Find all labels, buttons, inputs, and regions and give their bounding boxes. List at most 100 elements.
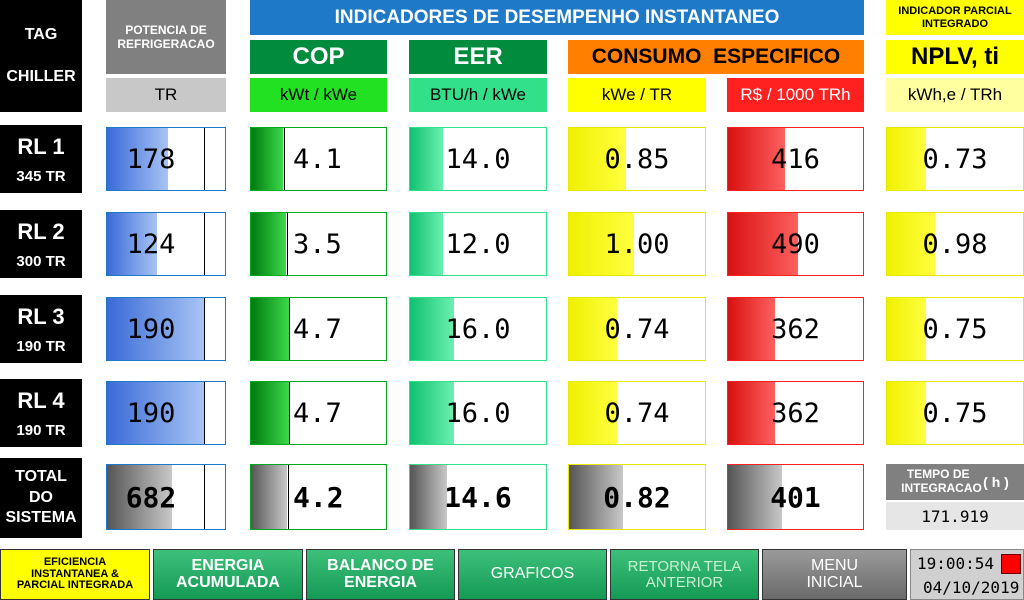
nplv-cell: 0.75 <box>886 297 1024 361</box>
nav-graficos-button[interactable]: GRAFICOS <box>458 549 607 600</box>
cop-fill-bar <box>251 382 289 444</box>
kw-cell: 0.85 <box>568 127 706 191</box>
rs-cell: 362 <box>727 297 864 361</box>
status-indicator <box>1001 554 1021 574</box>
kw-fill-bar <box>569 213 635 275</box>
total-tr-value: 682 <box>125 480 177 514</box>
chiller-name: RL 3 <box>17 303 65 329</box>
clock-time: 19:00:54 <box>917 554 995 573</box>
tempo-value: 171.919 <box>886 502 1024 530</box>
eer-header: EER <box>409 40 547 74</box>
kw-value: 0.85 <box>604 143 670 175</box>
total-eer-fill <box>410 465 447 529</box>
nplv-header: NPLV, ti <box>886 40 1024 74</box>
kw-value: 0.74 <box>604 397 670 429</box>
tr-cell: 124 <box>106 212 226 276</box>
cop-value: 4.1 <box>293 143 342 175</box>
kw-fill-bar <box>569 382 617 444</box>
indicadores-header: INDICADORES DE DESEMPENHO INSTANTANEO <box>250 0 864 35</box>
tr-marker-line <box>204 382 205 444</box>
chiller-name: RL 1 <box>17 133 65 159</box>
total-rs-cell: 401 <box>727 464 864 530</box>
nav-balanco-button[interactable]: BALANCO DE ENERGIA <box>306 549 455 600</box>
total-cop-fill <box>251 465 288 529</box>
nplv-cell: 0.73 <box>886 127 1024 191</box>
rs-cell: 362 <box>727 381 864 445</box>
nav-energia-button[interactable]: ENERGIA ACUMULADA <box>153 549 303 600</box>
clock-panel: 19:00:54 04/10/2019 <box>910 549 1024 600</box>
total-cop-marker <box>288 465 289 529</box>
unit-nplv: kWh,e / TRh <box>886 78 1024 112</box>
eer-cell: 12.0 <box>409 212 547 276</box>
kw-cell: 1.00 <box>568 212 706 276</box>
cop-marker-line <box>289 298 290 360</box>
total-cop-value: 4.2 <box>293 480 344 514</box>
cop-header: COP <box>250 40 387 74</box>
chiller-capacity: 190 TR <box>16 421 66 439</box>
total-cop-cell: 4.2 <box>250 464 387 530</box>
chiller-name: RL 4 <box>17 387 65 413</box>
eer-value: 14.0 <box>445 143 511 175</box>
tempo-label: TEMPO DE INTEGRACAO ( h ) <box>886 464 1024 500</box>
tr-value: 190 <box>126 313 176 345</box>
nav-retorna-button[interactable]: RETORNA TELA ANTERIOR <box>610 549 759 600</box>
tr-marker-line <box>204 213 205 275</box>
tr-marker-line <box>204 298 205 360</box>
total-kw-value: 0.82 <box>603 480 671 514</box>
tempo-unit: ( h ) <box>983 473 1009 490</box>
nplv-cell: 0.75 <box>886 381 1024 445</box>
nav-eficiencia-button[interactable]: EFICIENCIA INSTANTANEA & PARCIAL INTEGRA… <box>0 549 150 600</box>
unit-cop: kWt / kWe <box>250 78 387 112</box>
total-kw-fill <box>569 465 624 529</box>
total-eer-value: 14.6 <box>444 480 512 514</box>
cop-value: 4.7 <box>293 313 342 345</box>
nplv-cell: 0.98 <box>886 212 1024 276</box>
tr-cell: 178 <box>106 127 226 191</box>
eer-cell: 16.0 <box>409 297 547 361</box>
total-tr-cell: 682 <box>106 464 226 530</box>
rs-fill-bar <box>728 213 799 275</box>
chiller-name: RL 2 <box>17 218 65 244</box>
tr-value: 190 <box>126 397 176 429</box>
tr-value: 178 <box>126 143 176 175</box>
cop-fill-bar <box>251 298 289 360</box>
cop-marker-line <box>287 213 288 275</box>
nav-menu-button[interactable]: MENU INICIAL <box>762 549 907 600</box>
cop-value: 3.5 <box>293 228 342 260</box>
chiller-capacity: 345 TR <box>16 167 66 185</box>
total-eer-cell: 14.6 <box>409 464 547 530</box>
tr-cell: 190 <box>106 297 226 361</box>
clock-date: 04/10/2019 <box>923 578 1020 597</box>
tr-fill-bar <box>107 382 204 444</box>
nplv-value: 0.75 <box>922 397 988 429</box>
tr-fill-bar <box>107 298 204 360</box>
cop-cell: 3.5 <box>250 212 387 276</box>
nplv-value: 0.98 <box>922 228 988 260</box>
unit-rs: R$ / 1000 TRh <box>727 78 864 112</box>
total-rs-fill <box>728 465 782 529</box>
chiller-tag: RL 1 345 TR <box>0 125 82 193</box>
cop-value: 4.7 <box>293 397 342 429</box>
eer-fill-bar <box>410 382 454 444</box>
eer-fill-bar <box>410 128 443 190</box>
eer-cell: 14.0 <box>409 127 547 191</box>
tr-marker-line <box>204 128 205 190</box>
nplv-value: 0.73 <box>922 143 988 175</box>
rs-value: 490 <box>771 228 820 260</box>
total-label: TOTAL DO SISTEMA <box>0 458 82 538</box>
tempo-integracao-panel: TEMPO DE INTEGRACAO ( h ) 171.919 <box>886 464 1024 530</box>
unit-kwe-tr: kWe / TR <box>568 78 706 112</box>
tr-value: 124 <box>126 228 176 260</box>
tr-cell: 190 <box>106 381 226 445</box>
cop-cell: 4.7 <box>250 297 387 361</box>
total-tr-marker <box>204 465 205 529</box>
rs-fill-bar <box>728 298 776 360</box>
total-tr-fill <box>107 465 172 529</box>
rs-value: 416 <box>771 143 820 175</box>
kw-fill-bar <box>569 298 617 360</box>
chiller-label: CHILLER <box>6 68 76 85</box>
rs-fill-bar <box>728 128 785 190</box>
nplv-fill-bar <box>887 213 935 275</box>
cop-marker-line <box>289 382 290 444</box>
eer-fill-bar <box>410 213 443 275</box>
